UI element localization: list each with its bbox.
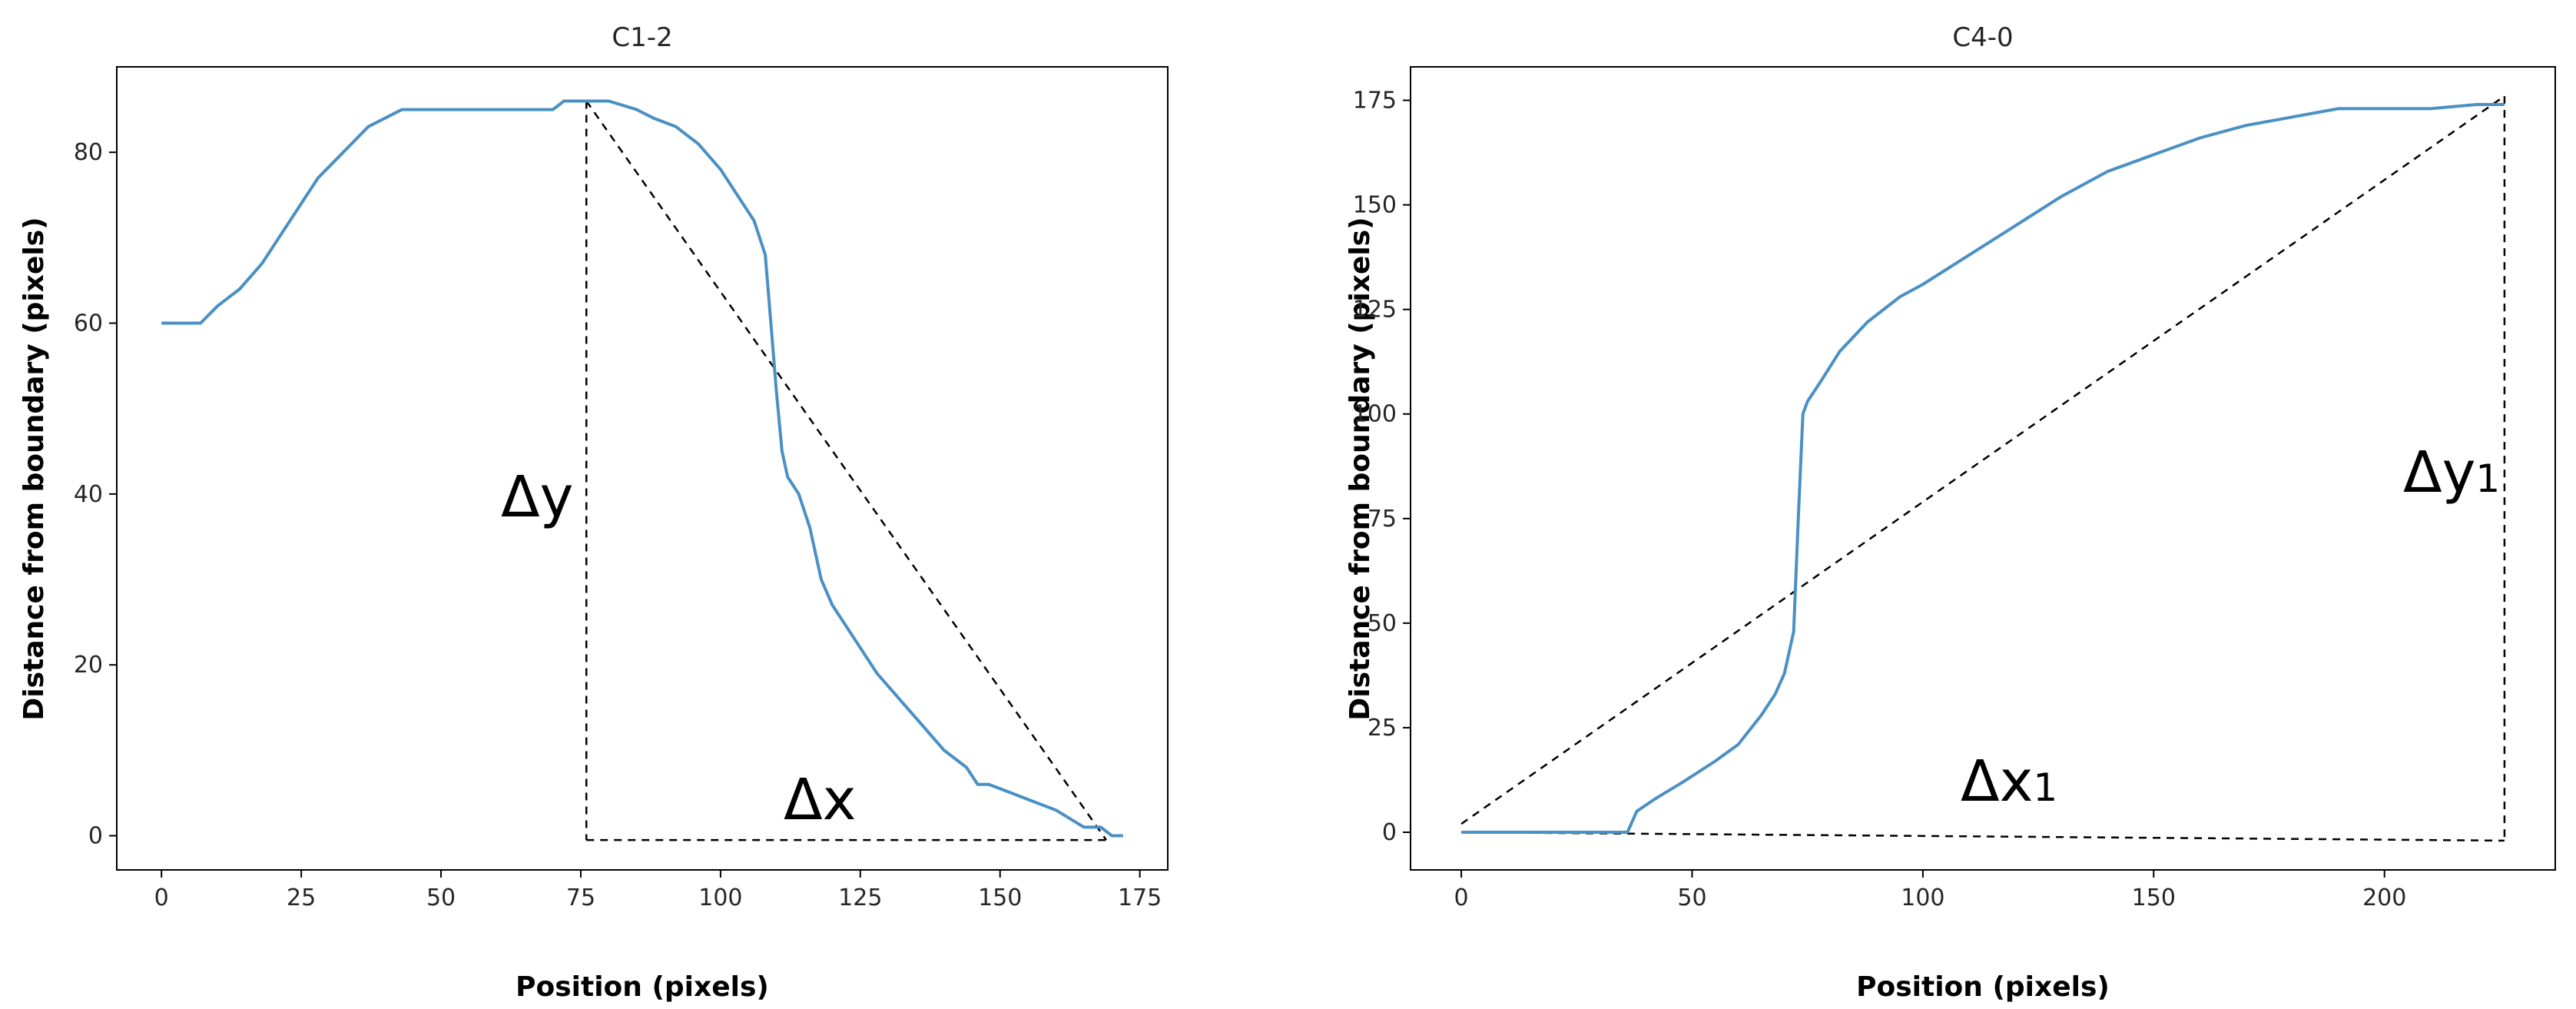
delta-x1-label: Δx1	[1961, 748, 2057, 815]
data-series-line	[1461, 103, 2505, 834]
y-tick-label: 0	[88, 823, 103, 850]
y-tick-label: 0	[1382, 819, 1397, 846]
y-tick-label: 150	[1353, 192, 1397, 219]
x-tick-label: 0	[154, 885, 169, 911]
x-tick-label: 50	[1677, 885, 1706, 911]
guide-lines	[1460, 95, 2506, 842]
delta-y1-label: Δy1	[2403, 440, 2500, 506]
y-tick-label: 75	[1368, 506, 1397, 533]
diagonal-guide-line	[585, 100, 1107, 841]
chart-title: C4-0	[1952, 22, 2013, 53]
x-tick-label: 100	[698, 885, 742, 911]
x-tick-label: 150	[978, 885, 1022, 911]
chart-title: C1-2	[612, 22, 672, 53]
y-tick-label: 50	[1368, 610, 1397, 637]
x-tick-label: 0	[1454, 885, 1469, 911]
guide-lines	[585, 100, 1107, 841]
x-tick-label: 75	[566, 885, 595, 911]
data-series-line	[161, 99, 1123, 838]
y-tick-label: 40	[74, 481, 103, 508]
y-tick-label: 60	[74, 310, 103, 337]
x-tick-label: 200	[2362, 885, 2406, 911]
y-tick-label: 25	[1368, 715, 1397, 742]
y-tick-label: 175	[1353, 88, 1397, 115]
plot-frame	[1410, 66, 2556, 871]
x-ticks: 0 50 100 150 200	[1454, 870, 2406, 911]
delta-y-label: Δy	[501, 464, 573, 530]
chart-c4-0: C4-0 Position (pixels) Distance from bou…	[1344, 22, 2556, 1003]
y-axis-label: Distance from boundary (pixels)	[18, 217, 50, 720]
y-axis-label: Distance from boundary (pixels)	[1344, 217, 1376, 720]
y-tick-label: 125	[1353, 297, 1397, 324]
x-tick-label: 50	[426, 885, 456, 911]
x-ticks: 0 25 50 75 100 125 150 175	[154, 870, 1162, 911]
x-tick-label: 150	[2132, 885, 2176, 911]
x-tick-label: 100	[1901, 885, 1944, 911]
diagonal-guide-line	[1460, 95, 2505, 825]
chart-c1-2: C1-2 Position (pixels) Distance from bou…	[18, 22, 1169, 1003]
y-ticks: 0 25 50 75 100 125 150 175	[1353, 88, 1411, 846]
x-tick-label: 175	[1118, 885, 1162, 911]
delta-x-label: Δx	[784, 767, 856, 833]
y-tick-label: 20	[74, 652, 103, 679]
x-tick-label: 25	[287, 885, 316, 911]
x-axis-label: Position (pixels)	[516, 971, 769, 1003]
plot-frame	[116, 66, 1169, 871]
y-tick-label: 80	[74, 139, 103, 166]
y-tick-label: 100	[1353, 401, 1397, 428]
x-axis-label: Position (pixels)	[1856, 971, 2110, 1003]
x-tick-label: 125	[838, 885, 882, 911]
y-ticks: 0 20 40 60 80	[74, 139, 117, 850]
